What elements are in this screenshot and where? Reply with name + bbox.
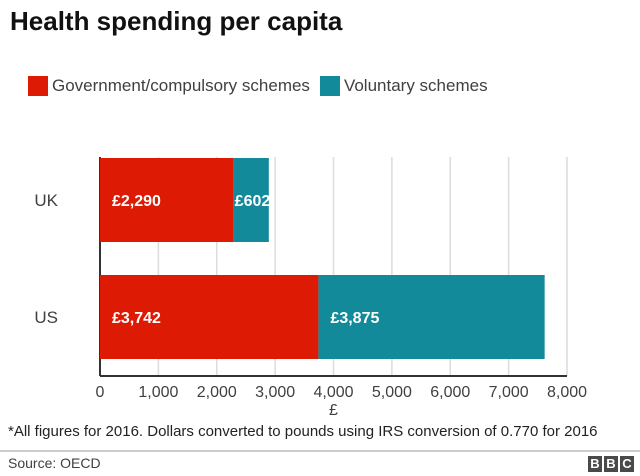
x-tick-label: 5,000 [372,384,412,401]
divider [0,450,640,452]
source: Source: OECD [8,455,101,471]
x-tick-label: 4,000 [313,384,353,401]
bar-uk-voluntary [233,158,269,242]
chart-title: Health spending per capita [10,6,343,36]
data-label: £3,875 [330,310,379,327]
legend-item-government: Government/compulsory schemes [28,76,310,96]
x-tick-label: 6,000 [430,384,470,401]
logo-letter: B [588,456,602,472]
legend-label: Government/compulsory schemes [52,76,310,95]
legend-item-voluntary: Voluntary schemes [319,76,488,96]
bar-us-voluntary [318,275,545,359]
legend-swatch [319,76,340,96]
bbc-logo: B B C [588,456,634,472]
bar-us-government [100,275,319,359]
category-label: US [34,308,58,327]
legend-swatch [28,76,48,96]
logo-letter: C [620,456,634,472]
data-label: £3,742 [112,310,161,327]
x-tick-label: 2,000 [197,384,237,401]
category-label: UK [34,191,58,210]
x-tick-label: 1,000 [138,384,178,401]
logo-letter: B [604,456,618,472]
x-tick-label: 3,000 [255,384,295,401]
legend: Government/compulsory schemes Voluntary … [28,76,498,96]
x-axis-label: £ [329,402,338,419]
data-label: £2,290 [112,193,161,210]
legend-label: Voluntary schemes [343,76,488,95]
x-tick-label: 8,000 [547,384,587,401]
data-label: £602 [235,193,271,210]
x-tick-label: 0 [96,384,105,401]
x-tick-label: 7,000 [489,384,529,401]
footnote: *All figures for 2016. Dollars converted… [8,423,598,440]
bar-uk-government [100,158,234,242]
